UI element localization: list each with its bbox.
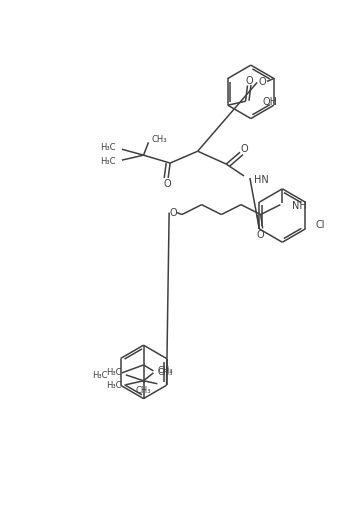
Text: H₃C: H₃C bbox=[106, 368, 122, 377]
Text: O: O bbox=[169, 207, 177, 218]
Text: H₃C: H₃C bbox=[106, 381, 122, 390]
Text: O: O bbox=[257, 230, 265, 240]
Text: NH: NH bbox=[292, 201, 307, 211]
Text: CH₃: CH₃ bbox=[157, 368, 173, 377]
Text: HN: HN bbox=[254, 175, 268, 185]
Text: CH₃: CH₃ bbox=[151, 135, 167, 144]
Text: O: O bbox=[240, 144, 248, 154]
Text: OH: OH bbox=[262, 97, 277, 107]
Text: O: O bbox=[163, 179, 171, 189]
Text: O: O bbox=[258, 78, 266, 87]
Text: H₃C: H₃C bbox=[100, 143, 116, 152]
Text: O: O bbox=[246, 77, 253, 86]
Text: CH₃: CH₃ bbox=[136, 386, 151, 395]
Text: H₃C: H₃C bbox=[100, 156, 116, 165]
Text: CH₃: CH₃ bbox=[157, 367, 173, 376]
Text: Cl: Cl bbox=[315, 220, 325, 230]
Text: H₃C: H₃C bbox=[93, 371, 108, 380]
